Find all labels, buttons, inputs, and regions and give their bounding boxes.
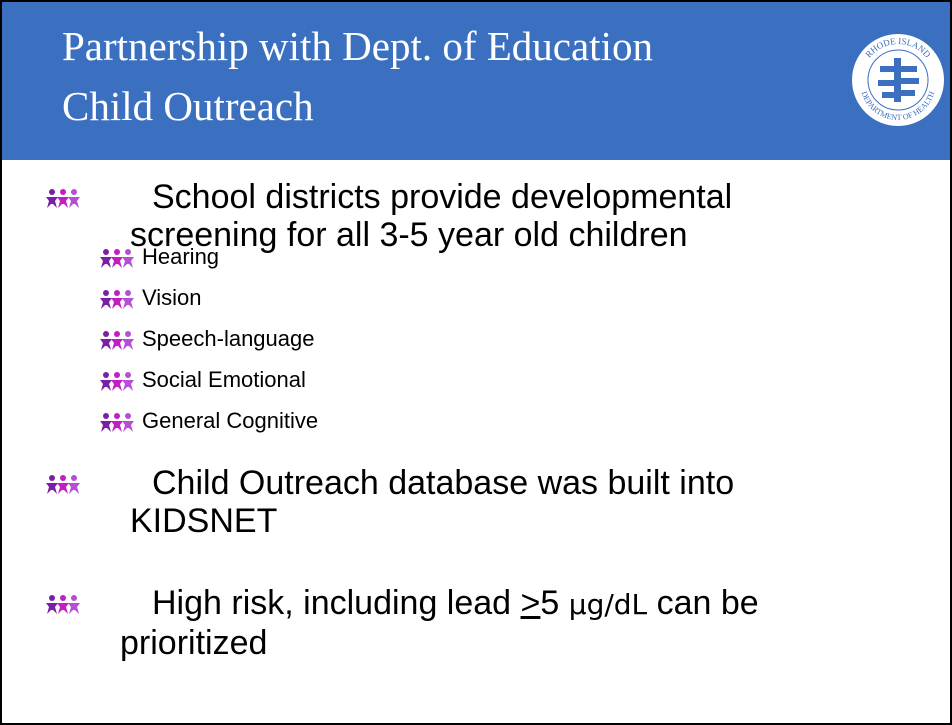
bullet-text: High risk, including lead >5 μg/dL can b…	[120, 584, 840, 662]
text-run-underlined: >	[520, 584, 541, 622]
sub-bullet-text: General Cognitive	[142, 408, 319, 433]
sub-bullet-icon	[100, 290, 134, 309]
sub-bullet-icon	[100, 372, 134, 391]
header-band: Partnership with Dept. of Education Chil…	[2, 2, 950, 160]
sub-bullet-icon	[100, 249, 134, 268]
text-run: High risk, including lead	[152, 584, 521, 622]
bullet-text: School districts provide developmental s…	[130, 178, 733, 254]
sub-bullet-text: Hearing	[142, 244, 220, 269]
sub-bullet-text: Social Emotional	[142, 367, 306, 392]
bullet-icon	[46, 189, 80, 208]
logo: RHODE ISLAND DEPARTMENT OF HEALTH	[852, 34, 944, 126]
sub-bullet-text: Vision	[142, 285, 202, 310]
bullet-text: Child Outreach database was built into K…	[130, 464, 735, 540]
sub-bullet-icon	[100, 331, 134, 350]
sub-bullet-text: Speech-language	[142, 326, 315, 351]
sub-bullet-icon	[100, 413, 134, 432]
bullet-icon	[46, 595, 80, 614]
text-run: 5	[540, 584, 569, 622]
slide-title: Partnership with Dept. of Education Chil…	[62, 23, 653, 129]
text-run: can be prioritized	[120, 584, 759, 662]
unit-text: μg/dL	[568, 588, 648, 621]
bullet-icon	[46, 475, 80, 494]
